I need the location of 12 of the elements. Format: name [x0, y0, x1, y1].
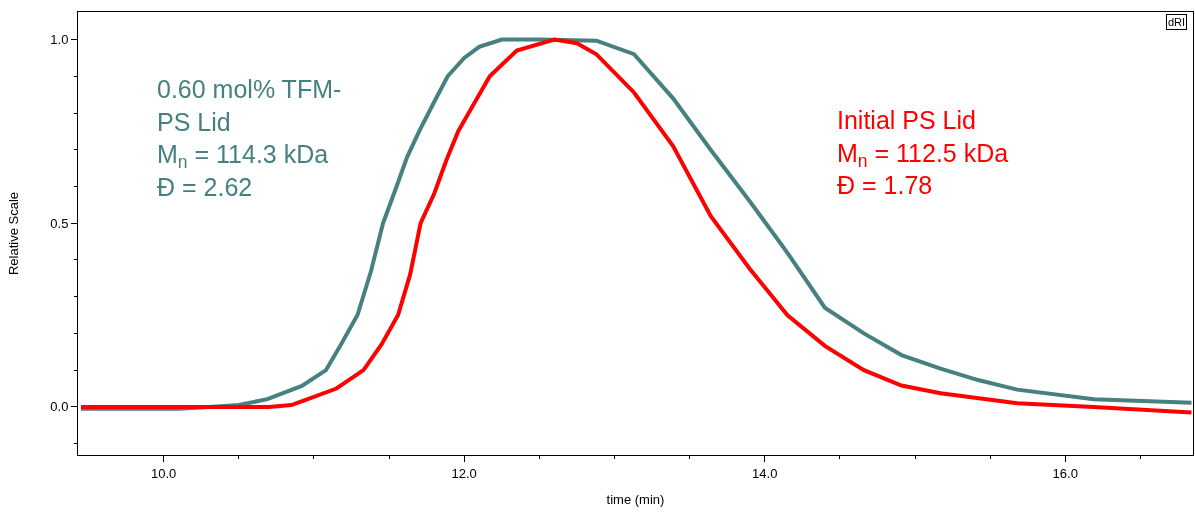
x-tick-label: 16.0	[1052, 465, 1078, 481]
y-tick-label: 1.0	[50, 32, 69, 48]
annotation: Initial PS Lid M$_{n}$ = 112.5 kDa Đ = 1.78	[837, 106, 1009, 199]
annotation: 0.60 mol% TFM- PS Lid M$_{n}$ = 114.3 kDa Đ = 2.62	[157, 75, 342, 201]
y-axis-title: Relative Scale	[6, 191, 22, 276]
x-tick-label: 12.0	[451, 465, 477, 481]
annotation: dRI	[1168, 16, 1186, 28]
x-axis-title: time (min)	[606, 492, 665, 508]
y-tick-label: 0.5	[50, 215, 69, 231]
x-tick-label: 14.0	[752, 465, 778, 481]
y-tick-label: 0.0	[50, 399, 69, 415]
x-tick-label: 10.0	[150, 465, 177, 481]
